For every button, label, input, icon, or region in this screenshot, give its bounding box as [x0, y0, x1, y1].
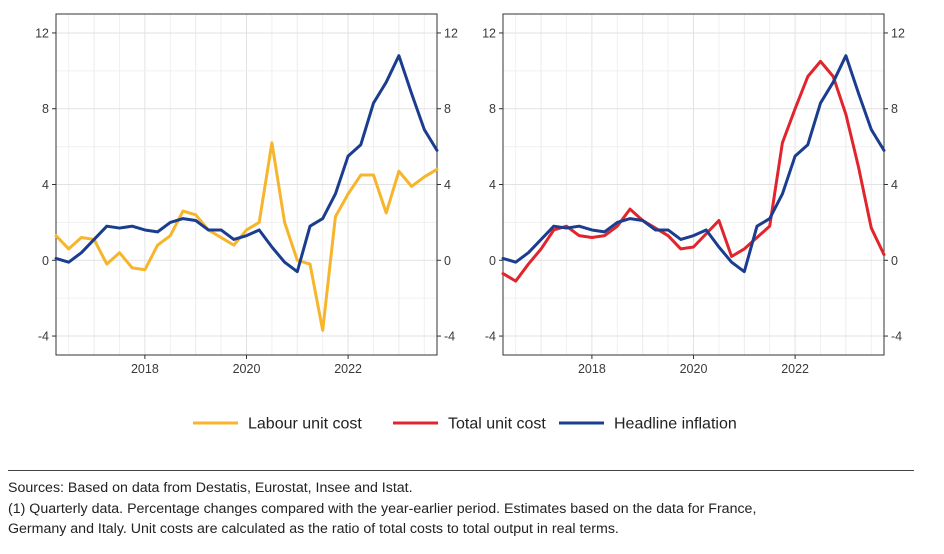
y-tick-label-right: 12 [891, 26, 905, 40]
y-tick-label-left: 4 [42, 178, 49, 192]
y-tick-label-right: 0 [444, 254, 451, 268]
y-tick-label-left: 8 [489, 102, 496, 116]
left-panel: -4 -4 0 0 4 4 8 8 12 12 2018 2020 2022 [35, 13, 458, 376]
series-line-total-unit-cost [501, 59, 886, 283]
series-line-labour-unit-cost [54, 141, 439, 332]
note-text-line-2: Germany and Italy. Unit costs are calcul… [8, 521, 619, 537]
y-tick-label-right: 4 [891, 178, 898, 192]
legend-label-total-unit-cost: Total unit cost [448, 416, 546, 433]
y-tick-label-right: 12 [444, 26, 458, 40]
y-tick-label-left: 0 [42, 254, 49, 268]
x-tick-label: 2022 [781, 362, 809, 376]
y-tick-label-right: 0 [891, 254, 898, 268]
legend-label-headline-inflation: Headline inflation [614, 416, 737, 433]
series-line-headline-inflation [501, 54, 886, 274]
legend-label-labour-unit-cost: Labour unit cost [248, 416, 362, 433]
x-tick-label: 2022 [334, 362, 362, 376]
y-tick-label-right: 4 [444, 178, 451, 192]
sources-text: Sources: Based on data from Destatis, Eu… [8, 480, 413, 496]
y-tick-label-left: -4 [38, 330, 49, 344]
y-tick-label-left: 8 [42, 102, 49, 116]
y-tick-label-right: -4 [891, 330, 902, 344]
x-tick-label: 2018 [131, 362, 159, 376]
y-tick-label-left: 4 [489, 178, 496, 192]
figure: -4 -4 0 0 4 4 8 8 12 12 2018 2020 2022 -4 -4 0 0 4 4 8 8 12 1… [35, 13, 905, 433]
notes: Sources: Based on data from Destatis, Eu… [8, 478, 918, 540]
x-tick-label: 2020 [680, 362, 708, 376]
right-panel: -4 -4 0 0 4 4 8 8 12 12 2018 2020 2022 [482, 13, 905, 376]
series-line-headline-inflation [54, 54, 439, 274]
y-tick-label-left: 12 [35, 26, 49, 40]
legend: Labour unit cost Total unit cost Headline … [193, 416, 737, 433]
y-tick-label-right: 8 [891, 102, 898, 116]
y-tick-label-left: -4 [485, 330, 496, 344]
y-tick-label-left: 0 [489, 254, 496, 268]
y-tick-label-right: -4 [444, 330, 455, 344]
x-tick-label: 2020 [233, 362, 261, 376]
y-tick-label-left: 12 [482, 26, 496, 40]
x-tick-label: 2018 [578, 362, 606, 376]
notes-divider [8, 470, 914, 471]
y-tick-label-right: 8 [444, 102, 451, 116]
note-text-line-1: (1) Quarterly data. Percentage changes c… [8, 500, 757, 517]
